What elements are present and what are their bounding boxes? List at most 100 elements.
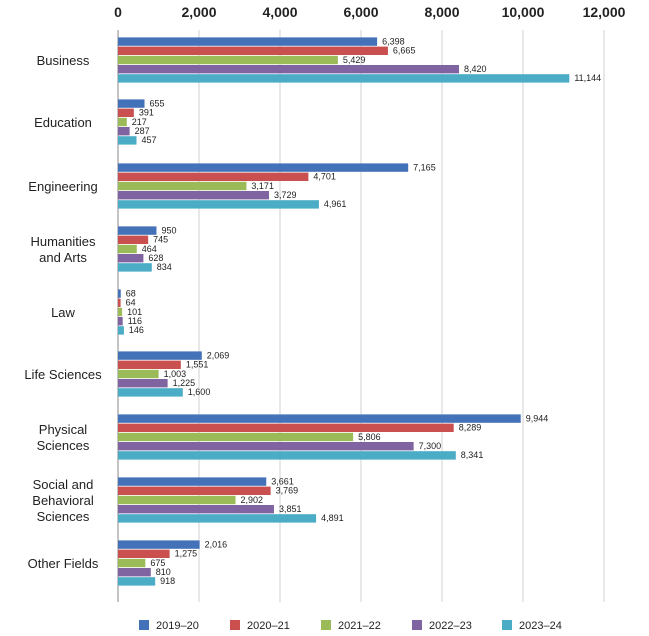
bar [118, 127, 130, 136]
bar-value-label: 101 [127, 307, 142, 317]
bar [118, 55, 338, 65]
bar-value-label: 3,851 [279, 504, 302, 514]
category-label: Social and [33, 477, 94, 492]
bar [118, 351, 202, 360]
bar-value-label: 5,429 [343, 55, 366, 65]
bar [118, 163, 409, 172]
bar [118, 200, 319, 209]
bar-value-label: 655 [150, 98, 165, 108]
bar-value-label: 7,165 [413, 162, 436, 172]
bar-value-label: 8,341 [461, 450, 484, 460]
bar-value-label: 6,665 [393, 46, 416, 56]
bar [118, 379, 168, 388]
category-label: Physical [39, 422, 88, 437]
bar [118, 99, 145, 108]
bar-value-label: 287 [135, 126, 150, 136]
bar [118, 477, 267, 486]
bar-value-label: 217 [132, 117, 147, 127]
bar [118, 108, 134, 117]
bar [118, 432, 354, 442]
category-label: Business [37, 53, 90, 68]
bar-value-label: 3,171 [251, 181, 274, 191]
bar [118, 46, 388, 55]
bar-value-label: 3,661 [271, 476, 294, 486]
bar [118, 414, 521, 423]
data-labels: 6,398 655 7,165 950 68 2,069 9,944 3,661 2,016 6,… [126, 36, 602, 586]
category-label: Humanities [30, 234, 96, 249]
bar [118, 181, 247, 191]
bar-value-label: 950 [161, 225, 176, 235]
legend-swatch [230, 620, 240, 630]
legend-label: 2020–21 [247, 620, 290, 632]
x-tick-label: 2,000 [181, 4, 216, 20]
category-label: Behavioral [32, 493, 94, 508]
bar [118, 549, 170, 558]
category-label: Sciences [37, 509, 90, 524]
x-tick-label: 6,000 [343, 4, 378, 20]
bar-value-label: 8,289 [459, 423, 482, 433]
bar [118, 495, 236, 505]
legend-swatch [139, 620, 149, 630]
bar [118, 369, 159, 379]
bar-value-label: 918 [160, 576, 175, 586]
bar-value-label: 1,551 [186, 360, 209, 370]
legend-label: 2023–24 [519, 620, 562, 632]
x-tick-label: 8,000 [424, 4, 459, 20]
bar [118, 317, 123, 326]
bar [118, 191, 270, 200]
bar [118, 505, 274, 514]
bar [118, 326, 124, 335]
x-tick-label: 4,000 [262, 4, 297, 20]
bar [118, 514, 317, 523]
bar [118, 254, 144, 263]
legend-label: 2022–23 [429, 620, 472, 632]
bar-value-label: 2,902 [241, 495, 264, 505]
bar-value-label: 745 [153, 235, 168, 245]
legend-swatch [502, 620, 512, 630]
bar [118, 577, 156, 586]
bar-value-label: 810 [156, 567, 171, 577]
legend: 2019–20 2020–21 2021–22 2022–23 2023–24 [139, 620, 562, 632]
bar-value-label: 146 [129, 325, 144, 335]
bar-value-label: 1,600 [188, 387, 211, 397]
x-tick-label: 0 [114, 4, 122, 20]
bar-value-label: 6,398 [382, 36, 405, 46]
bar [118, 558, 146, 568]
bar [118, 442, 414, 451]
category-label: Life Sciences [24, 367, 102, 382]
legend-swatch [321, 620, 331, 630]
bar-value-label: 391 [139, 108, 154, 118]
bar-value-label: 11,144 [574, 73, 601, 83]
category-label: Sciences [37, 438, 90, 453]
bar [118, 136, 137, 145]
bar [118, 244, 137, 254]
bar [118, 226, 157, 235]
bar [118, 172, 309, 181]
bar-value-label: 8,420 [464, 64, 487, 74]
bar [118, 74, 570, 83]
bar [118, 388, 183, 397]
bar [118, 289, 121, 298]
bar-value-label: 457 [142, 135, 157, 145]
bar-value-label: 675 [150, 558, 165, 568]
bar [118, 568, 151, 577]
bar [118, 451, 456, 460]
bar-value-label: 7,300 [419, 441, 442, 451]
bar [118, 65, 460, 74]
gridlines [117, 30, 605, 602]
bar [118, 307, 123, 317]
bar-value-label: 1,225 [173, 378, 196, 388]
bar [118, 263, 152, 272]
bar-value-label: 1,003 [164, 369, 187, 379]
bar-value-label: 2,069 [207, 350, 230, 360]
bar [118, 360, 181, 369]
bar [118, 423, 454, 432]
bar-value-label: 3,769 [276, 486, 299, 496]
bar-value-label: 116 [128, 316, 142, 326]
category-label: Education [34, 115, 92, 130]
bar-value-label: 464 [142, 244, 157, 254]
bar-value-label: 2,016 [205, 539, 228, 549]
bar-value-label: 64 [126, 298, 136, 308]
category-label: Law [51, 305, 75, 320]
